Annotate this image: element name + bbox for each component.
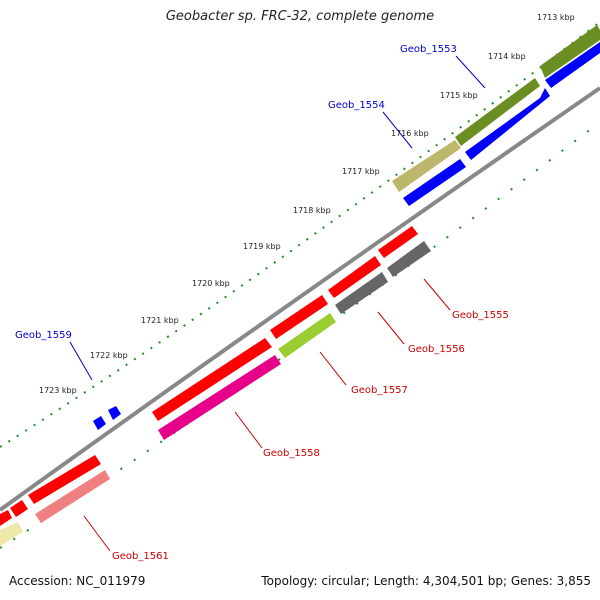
tick-label: 1723 kbp <box>39 386 77 395</box>
reverse-strand-genes <box>0 241 431 546</box>
gene-label-geob-1555[interactable]: Geob_1555 <box>452 310 509 321</box>
leader-geob-1559 <box>69 341 93 381</box>
gene-red-1[interactable] <box>378 226 418 258</box>
gene-geob-1556-gray[interactable] <box>335 272 388 314</box>
gene-labels: Geob_1553 Geob_1554 Geob_1559 Geob_1555 … <box>15 44 509 562</box>
leader-geob-1553 <box>455 55 486 89</box>
gene-blue-small-2[interactable] <box>108 406 121 420</box>
leader-geob-1554 <box>382 111 413 149</box>
gene-blue-small-1[interactable] <box>93 416 106 430</box>
gene-blue-2[interactable] <box>403 159 466 206</box>
gene-red-3[interactable] <box>270 295 328 339</box>
gene-geob-1553-olive[interactable] <box>540 25 600 78</box>
gene-label-geob-1553[interactable]: Geob_1553 <box>400 44 457 55</box>
genome-stats-text: Topology: circular; Length: 4,304,501 bp… <box>261 574 591 588</box>
gene-label-geob-1558[interactable]: Geob_1558 <box>263 448 320 459</box>
leader-geob-1557 <box>319 351 347 386</box>
map-title: Geobacter sp. FRC-32, complete genome <box>165 9 435 24</box>
tick-label: 1714 kbp <box>488 52 526 61</box>
tick-labels: 1713 kbp 1714 kbp 1715 kbp 1716 kbp 1717… <box>39 13 575 395</box>
tick-label: 1717 kbp <box>342 167 380 176</box>
tick-label: 1720 kbp <box>192 279 230 288</box>
gene-geob-1555-gray[interactable] <box>387 241 431 277</box>
accession-text: Accession: NC_011979 <box>9 574 146 588</box>
gene-paleyellow[interactable] <box>0 522 23 546</box>
gene-blue-3[interactable] <box>545 42 600 88</box>
gene-label-geob-1557[interactable]: Geob_1557 <box>351 385 408 396</box>
gene-red-2[interactable] <box>328 256 381 298</box>
tick-label: 1721 kbp <box>141 316 179 325</box>
gene-olive-2[interactable] <box>455 78 540 146</box>
gene-red-5[interactable] <box>28 455 101 504</box>
leader-geob-1556 <box>377 311 405 345</box>
tick-label: 1722 kbp <box>90 351 128 360</box>
tick-label: 1718 kbp <box>293 206 331 215</box>
gene-label-geob-1554[interactable]: Geob_1554 <box>328 100 385 111</box>
gene-label-geob-1559[interactable]: Geob_1559 <box>15 330 72 341</box>
forward-strand-genes <box>0 25 600 526</box>
gene-geob-1561-salmon[interactable] <box>35 470 110 523</box>
gene-red-6[interactable] <box>10 500 28 517</box>
genome-backbone <box>0 86 600 512</box>
gene-label-geob-1556[interactable]: Geob_1556 <box>408 344 465 355</box>
gene-geob-1558-magenta[interactable] <box>158 355 281 440</box>
tick-label: 1719 kbp <box>243 242 281 251</box>
outer-tick-ring <box>0 21 600 448</box>
leader-geob-1558 <box>234 411 263 449</box>
tick-label: 1713 kbp <box>537 13 575 22</box>
gene-red-7[interactable] <box>0 510 12 526</box>
gene-blue-1[interactable] <box>465 88 550 160</box>
gene-geob-1557-yellowgreen[interactable] <box>278 313 336 358</box>
gene-red-4[interactable] <box>152 338 272 421</box>
tick-label: 1715 kbp <box>440 91 478 100</box>
label-leader-lines <box>69 55 486 552</box>
tick-label: 1716 kbp <box>391 129 429 138</box>
leader-geob-1555 <box>423 278 451 311</box>
leader-geob-1561 <box>83 515 111 552</box>
gene-geob-1554-khaki[interactable] <box>392 140 461 192</box>
gene-label-geob-1561[interactable]: Geob_1561 <box>112 551 169 562</box>
